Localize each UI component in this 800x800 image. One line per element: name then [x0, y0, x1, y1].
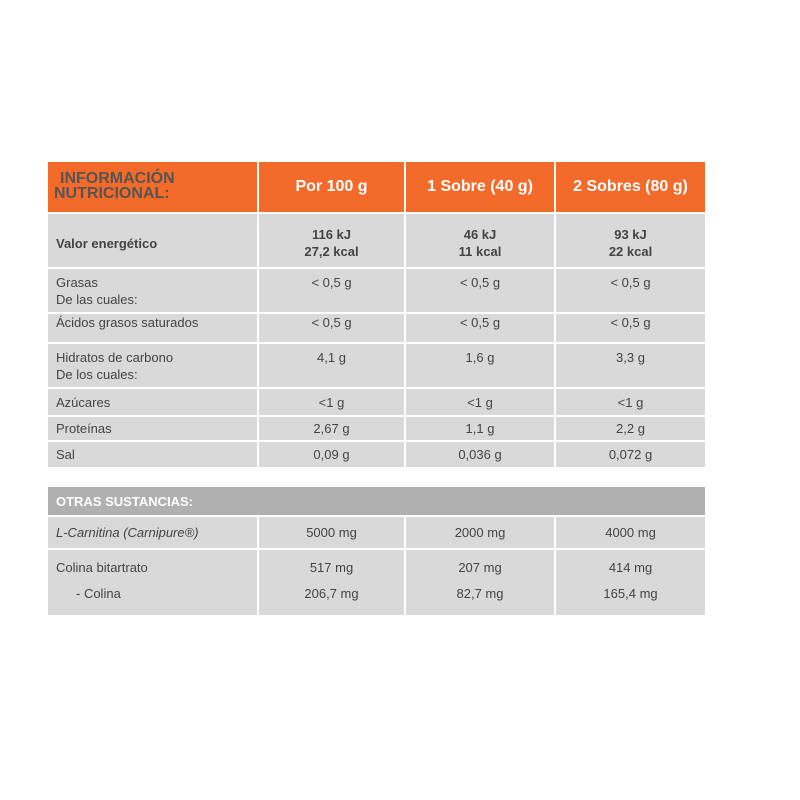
cell-text: 206,7 mg — [304, 586, 359, 601]
table-row: Proteínas 2,67 g 1,1 g 2,2 g — [48, 415, 705, 441]
value-cell: < 0,5 g — [404, 267, 555, 313]
cell-text: Proteínas — [56, 421, 112, 436]
table-row: Sal 0,09 g 0,036 g 0,072 g — [48, 440, 705, 467]
cell-text: < 0,5 g — [311, 315, 352, 330]
value-cell: 0,09 g — [257, 440, 405, 467]
value-cell: 207 mg 82,7 mg — [404, 548, 555, 615]
value-cell: 5000 mg — [257, 515, 405, 549]
row-label: Hidratos de carbono De los cuales: — [48, 342, 258, 388]
value-cell: 4,1 g — [257, 342, 405, 388]
cell-text: 5000 mg — [306, 525, 357, 540]
cell-text: Valor energético — [56, 235, 158, 251]
row-label: Azúcares — [48, 387, 258, 416]
value-cell: 2000 mg — [404, 515, 555, 549]
value-cell: 414 mg 165,4 mg — [553, 548, 706, 615]
value-cell: < 0,5 g — [404, 312, 555, 343]
row-label: Grasas De las cuales: — [48, 267, 258, 313]
cell-text: 0,036 g — [458, 447, 502, 462]
table-row: Grasas De las cuales: < 0,5 g < 0,5 g < 0,5 … — [48, 267, 705, 313]
cell-text: <1 g — [467, 394, 493, 410]
column-header: 2 Sobres (80 g) — [554, 162, 705, 213]
value-cell: <1 g — [257, 387, 405, 416]
value-cell: 2,2 g — [554, 415, 705, 441]
column-header: 1 Sobre (40 g) — [404, 162, 555, 213]
cell-text: 1,6 g — [465, 350, 495, 365]
section-header: OTRAS SUSTANCIAS: — [48, 487, 706, 516]
other-substances-table: OTRAS SUSTANCIAS: L-Carnitina (Carnipure… — [48, 487, 706, 615]
cell-text: 4000 mg — [605, 525, 656, 540]
value-cell: 46 kJ 11 kcal — [404, 212, 555, 268]
cell-text: Azúcares — [56, 394, 111, 410]
row-label: L-Carnitina (Carnipure®) — [48, 515, 258, 549]
cell-text: < 0,5 g — [459, 315, 501, 330]
cell-text: 116 kJ — [311, 227, 352, 242]
cell-text: 22 kcal — [608, 244, 653, 259]
value-cell: 0,036 g — [404, 440, 555, 467]
value-cell: 0,072 g — [554, 440, 705, 467]
cell-text: 1,1 g — [465, 421, 495, 436]
cell-text: 414 mg — [608, 560, 653, 575]
cell-text: 11 kcal — [458, 244, 502, 259]
table-row: L-Carnitina (Carnipure®) 5000 mg 2000 mg 40… — [48, 515, 706, 549]
cell-text: 517 mg — [309, 560, 354, 575]
cell-text: 82,7 mg — [456, 586, 504, 601]
cell-text: 2,67 g — [313, 421, 350, 436]
cell-text: 27,2 kcal — [304, 244, 359, 259]
cell-text: De los cuales: — [56, 367, 138, 382]
cell-text: < 0,5 g — [311, 275, 352, 290]
value-cell: 2,67 g — [257, 415, 405, 441]
cell-text: < 0,5 g — [610, 275, 651, 290]
value-cell: < 0,5 g — [257, 267, 405, 313]
cell-text: < 0,5 g — [459, 275, 501, 290]
title-line: INFORMACIÓN — [54, 171, 175, 187]
cell-text: Hidratos de carbono — [56, 350, 174, 365]
table-row: Hidratos de carbono De los cuales: 4,1 g 1,… — [48, 342, 705, 388]
cell-text: 165,4 mg — [603, 586, 658, 601]
cell-text: 2,2 g — [616, 421, 645, 436]
cell-text: De las cuales: — [56, 292, 138, 307]
row-label: Proteínas — [48, 415, 258, 441]
cell-text: 46 kJ — [463, 227, 497, 242]
cell-text: <1 g — [617, 394, 644, 410]
value-cell: <1 g — [554, 387, 705, 416]
row-label: Ácidos grasos saturados — [48, 312, 258, 343]
value-cell: < 0,5 g — [554, 312, 705, 343]
value-cell: 1,1 g — [404, 415, 555, 441]
value-cell: 3,3 g — [554, 342, 705, 388]
value-cell: 1,6 g — [404, 342, 555, 388]
cell-text: < 0,5 g — [610, 315, 651, 330]
nutrition-table: INFORMACIÓN NUTRICIONAL: Por 100 g 1 Sobr… — [48, 162, 705, 467]
cell-text: 207 mg — [458, 560, 502, 575]
table-row: Valor energético 116 kJ 27,2 kcal 46 kJ 11 k… — [48, 212, 705, 268]
cell-text: 0,09 g — [313, 447, 350, 462]
row-label: Sal — [48, 440, 258, 467]
row-label: Valor energético — [48, 212, 258, 268]
table-title: INFORMACIÓN NUTRICIONAL: — [48, 162, 258, 213]
value-cell: 517 mg 206,7 mg — [257, 548, 405, 615]
column-header: Por 100 g — [257, 162, 405, 213]
value-cell: 116 kJ 27,2 kcal — [257, 212, 405, 268]
cell-text: - Colina — [76, 586, 121, 601]
table-row: Colina bitartrato - Colina 517 mg 206,7 mg 2… — [48, 548, 706, 615]
cell-text: 4,1 g — [317, 350, 346, 365]
row-label: Colina bitartrato - Colina — [48, 548, 258, 615]
table-row: Ácidos grasos saturados < 0,5 g < 0,5 g < 0… — [48, 312, 705, 343]
cell-text: <1 g — [318, 394, 345, 410]
cell-text: Ácidos grasos saturados — [56, 315, 199, 330]
value-cell: 93 kJ 22 kcal — [554, 212, 705, 268]
cell-text: 93 kJ — [614, 227, 647, 242]
title-line: NUTRICIONAL: — [54, 185, 170, 202]
value-cell: < 0,5 g — [554, 267, 705, 313]
value-cell: < 0,5 g — [257, 312, 405, 343]
value-cell: 4000 mg — [553, 515, 706, 549]
cell-text: 0,072 g — [608, 447, 653, 462]
cell-text: 2000 mg — [454, 525, 506, 540]
cell-text: Sal — [56, 447, 75, 462]
cell-text: 3,3 g — [616, 350, 645, 365]
cell-text: L-Carnitina (Carnipure®) — [56, 525, 199, 540]
cell-text: Colina bitartrato — [56, 560, 148, 575]
cell-text: Grasas — [56, 275, 98, 290]
table-row: Azúcares <1 g <1 g <1 g — [48, 387, 705, 416]
value-cell: <1 g — [404, 387, 555, 416]
